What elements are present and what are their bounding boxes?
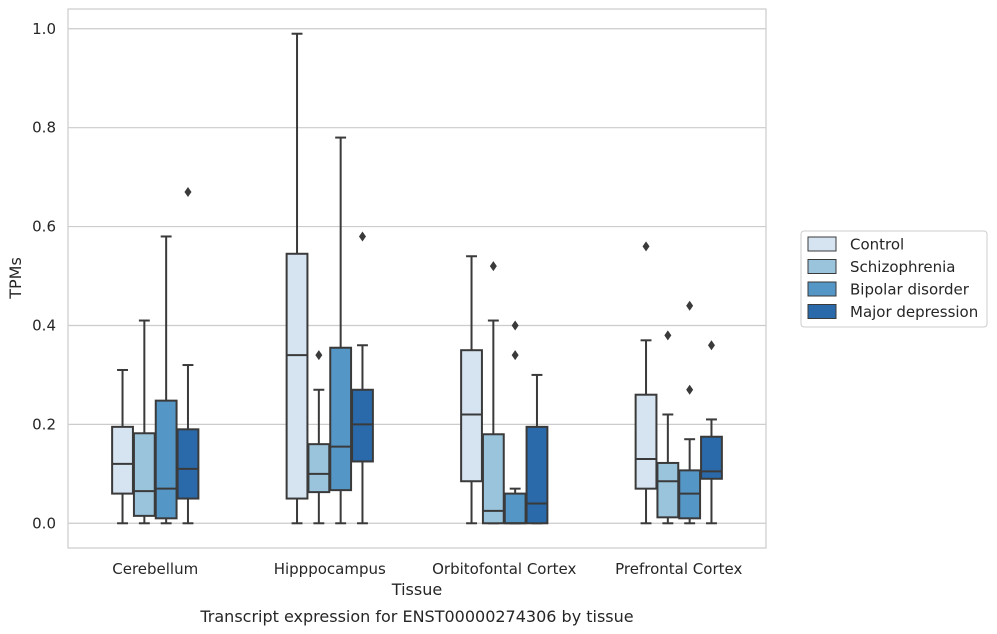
y-axis-title: TPMs <box>6 257 25 300</box>
box-control <box>285 32 309 525</box>
box-schizophrenia <box>481 261 505 525</box>
box-bipolar-disorder <box>154 235 178 525</box>
x-tick-label: Orbitofontal Cortex <box>432 560 576 578</box>
y-tick-label: 0.0 <box>32 514 56 532</box>
legend: Control Schizophrenia Bipolar disorder Majo… <box>800 230 988 328</box>
y-tick-label: 0.6 <box>32 218 56 236</box>
outlier-point <box>315 350 323 361</box>
outlier-point <box>511 320 519 331</box>
outlier-point <box>686 384 694 395</box>
box-bipolar-disorder <box>503 320 527 525</box>
box-body <box>700 435 723 480</box>
legend-label: Major depression <box>850 303 978 321</box>
box-body <box>503 492 527 525</box>
outlier-point <box>664 330 672 341</box>
box-body <box>656 461 680 519</box>
y-tick-label: 0.8 <box>32 119 56 137</box>
plot-frame <box>67 8 767 549</box>
box-body <box>132 432 156 517</box>
chart-caption: Transcript expression for ENST0000027430… <box>199 607 633 626</box>
outlier-point <box>489 261 497 272</box>
y-tick-label: 1.0 <box>32 20 56 38</box>
box-control <box>634 241 658 525</box>
legend-label: Bipolar disorder <box>850 281 970 299</box>
box-control <box>460 255 483 525</box>
legend-frame <box>800 230 988 328</box>
box-series <box>111 32 723 525</box>
box-bipolar-disorder <box>678 300 702 525</box>
x-tick-label: Hipppocampus <box>274 560 386 578</box>
y-tick-label: 0.4 <box>32 316 56 334</box>
box-body <box>176 428 200 500</box>
x-tick-label: Cerebellum <box>112 560 198 578</box>
box-body <box>460 349 483 483</box>
legend-label: Control <box>850 236 904 254</box>
outlier-point <box>511 350 519 361</box>
y-tick-label: 0.2 <box>32 415 56 433</box>
box-control <box>111 368 134 525</box>
box-body <box>111 425 134 495</box>
y-tick-labels: 0.0 0.2 0.4 0.6 0.8 1.0 <box>32 20 56 532</box>
legend-swatch <box>807 281 837 297</box>
legend-label: Schizophrenia <box>850 258 955 276</box>
box-body <box>307 443 331 494</box>
box-major-depression <box>176 186 200 525</box>
box-body <box>154 399 178 520</box>
box-body <box>634 393 658 490</box>
box-bipolar-disorder <box>329 136 353 525</box>
box-schizophrenia <box>307 350 331 525</box>
box-schizophrenia <box>132 319 156 525</box>
outlier-point <box>686 300 694 311</box>
box-body <box>351 388 374 463</box>
box-major-depression <box>525 373 549 525</box>
outlier-point <box>707 340 715 351</box>
legend-swatch <box>807 259 837 274</box>
legend-entries: Control Schizophrenia Bipolar disorder Majo… <box>807 236 978 321</box>
box-body <box>285 252 309 500</box>
box-body <box>525 425 549 525</box>
x-tick-labels: Cerebellum Hipppocampus Orbitofontal Corte… <box>112 560 742 578</box>
box-major-depression <box>700 340 723 525</box>
legend-swatch <box>807 304 837 319</box>
box-body <box>481 433 505 525</box>
legend-swatch <box>807 236 837 252</box>
x-tick-label: Prefrontal Cortex <box>615 560 742 578</box>
outlier-point <box>184 186 192 197</box>
box-body <box>329 346 353 492</box>
outlier-point <box>358 231 366 242</box>
outlier-point <box>642 241 650 252</box>
x-axis-title: Tissue <box>391 580 442 599</box>
box-major-depression <box>351 231 374 525</box>
box-schizophrenia <box>656 330 680 525</box>
